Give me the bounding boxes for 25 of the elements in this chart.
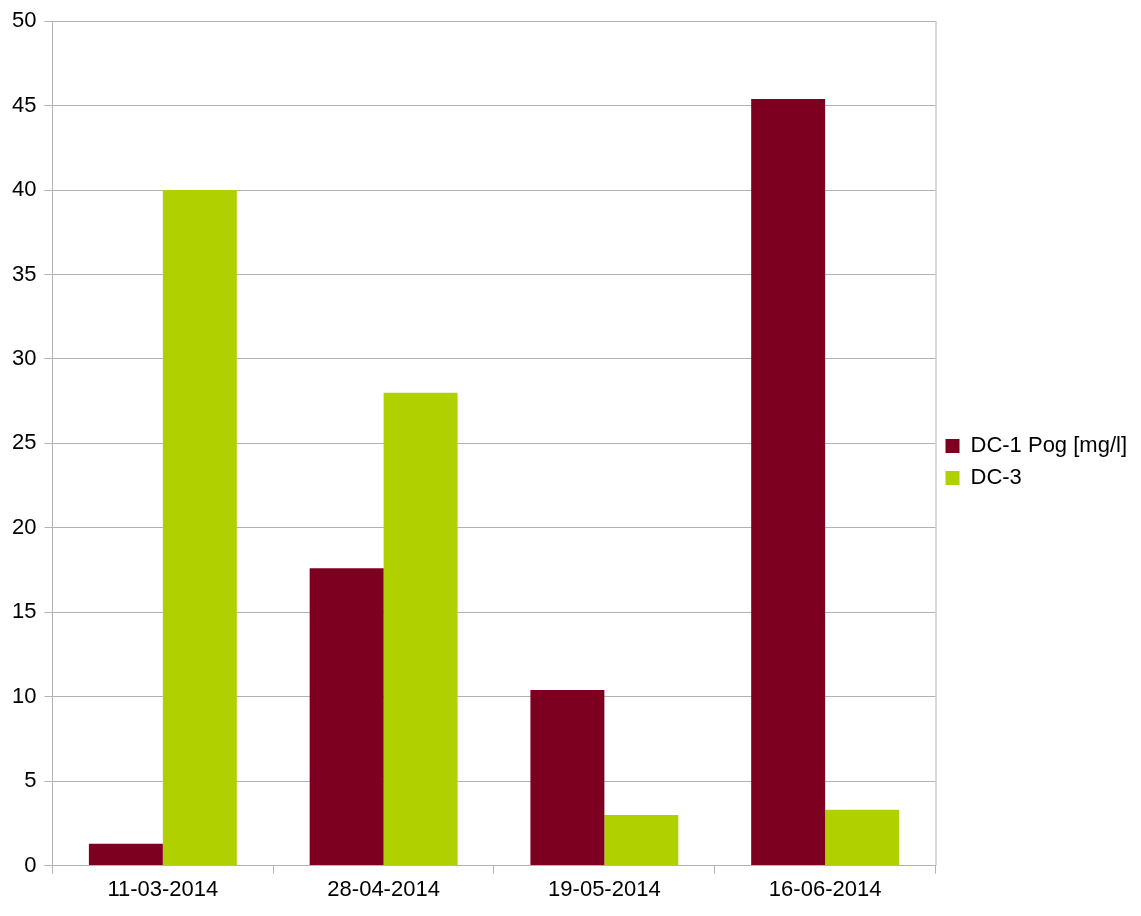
x-tick-label: 11-03-2014 (107, 875, 219, 901)
bar (604, 814, 679, 866)
bar (88, 843, 163, 866)
y-tick-label: 5 (24, 767, 37, 793)
legend-label: DC-3 (970, 464, 1022, 490)
y-tick-label: 15 (11, 598, 37, 624)
bar (162, 190, 237, 866)
bar (751, 98, 826, 866)
bar (825, 809, 900, 866)
y-tick-label: 30 (11, 345, 37, 371)
y-tick-label: 0 (24, 851, 37, 877)
y-tick-label: 45 (11, 91, 37, 117)
y-tick-label: 50 (11, 7, 37, 33)
bar (530, 689, 605, 866)
y-tick-label: 20 (11, 513, 37, 539)
y-tick-label: 35 (11, 260, 37, 286)
legend-label: DC-1 Pog [mg/l] (970, 432, 1128, 458)
x-tick-label: 19-05-2014 (548, 875, 661, 901)
y-tick-label: 10 (11, 682, 37, 708)
bar (383, 392, 458, 866)
x-tick-label: 16-06-2014 (768, 875, 882, 901)
x-tick-label: 28-04-2014 (327, 875, 440, 901)
bar (309, 568, 384, 866)
y-tick-label: 40 (11, 176, 37, 202)
y-tick-label: 25 (11, 429, 37, 455)
